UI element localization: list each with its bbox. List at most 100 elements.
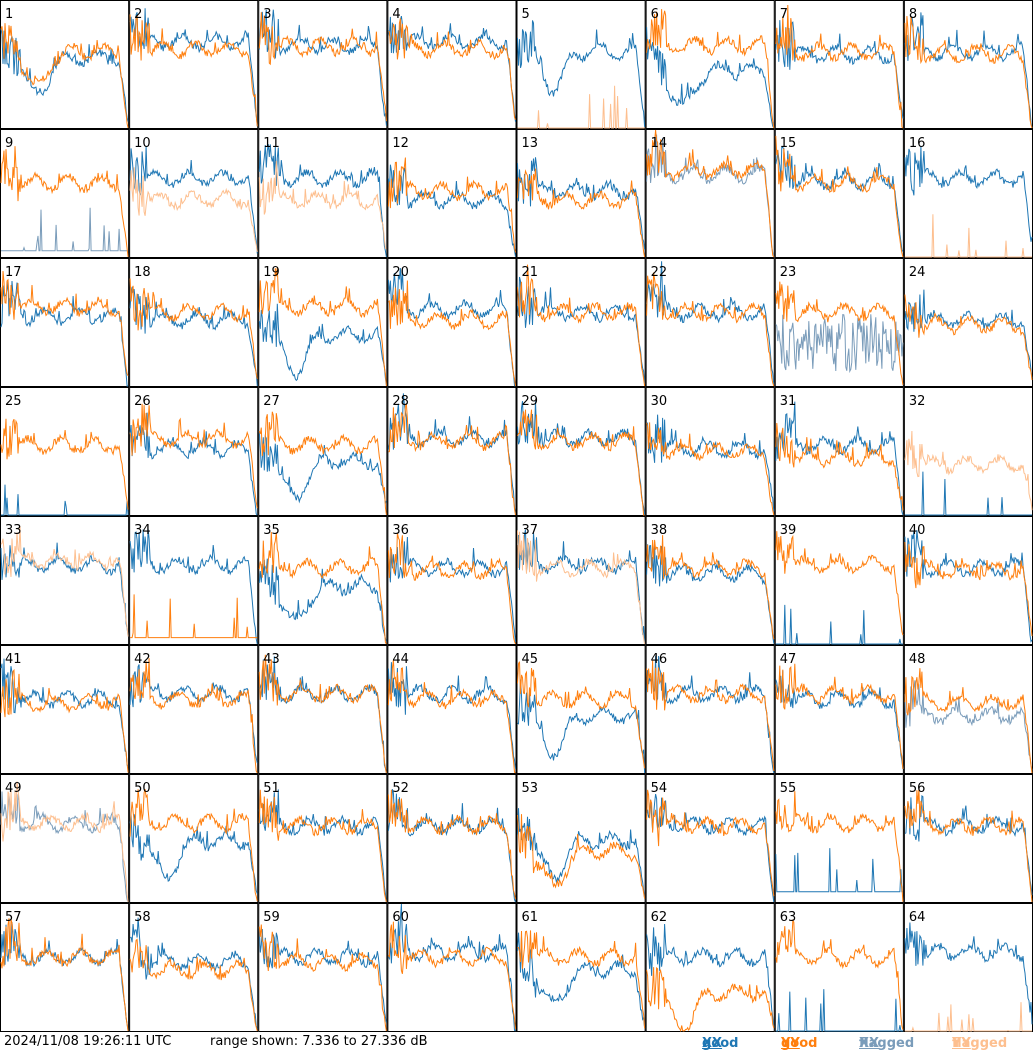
series-xx: [387, 164, 516, 257]
panel-label: 60: [392, 910, 409, 925]
series-xx: [904, 680, 1033, 771]
series-yy: [904, 16, 1033, 129]
panel-label: 56: [909, 781, 926, 796]
series-yy: [129, 938, 258, 1032]
panel-label: 62: [651, 910, 668, 925]
series-xx: [387, 268, 516, 387]
series-yy: [775, 135, 904, 258]
panel-label: 13: [522, 136, 539, 151]
panel-label: 4: [392, 7, 400, 22]
panel-label: 19: [263, 265, 280, 280]
panel-21: 21: [516, 258, 646, 387]
panel-52: 52: [387, 774, 517, 903]
panel-frame: [516, 645, 646, 774]
panel-23: 23: [774, 258, 904, 387]
series-yy: [904, 541, 1033, 637]
panel-label: 36: [392, 523, 409, 538]
panel-27: 27: [258, 387, 388, 516]
panel-22: 22: [645, 258, 775, 387]
panel-60: 60: [387, 903, 517, 1032]
series-xx: [517, 679, 646, 774]
series-yy: [387, 157, 516, 253]
panel-label: 10: [134, 136, 151, 151]
panel-label: 20: [392, 265, 409, 280]
panel-45: 45: [516, 645, 646, 774]
panel-51: 51: [258, 774, 388, 903]
panel-label: 15: [780, 136, 797, 151]
panel-label: 33: [5, 523, 22, 538]
panel-8: 8: [903, 0, 1033, 129]
panel-59: 59: [258, 903, 388, 1032]
panel-frame: [0, 0, 130, 129]
series-xx: [129, 145, 258, 254]
panel-frame: [0, 129, 130, 258]
series-yy: [129, 403, 258, 509]
series-yy: [258, 789, 387, 903]
panel-15: 15: [774, 129, 904, 258]
panel-frame: [387, 516, 517, 645]
panel-frame: [387, 0, 517, 129]
panel-label: 29: [522, 394, 539, 409]
series-yy: [129, 14, 258, 127]
series-yy: [646, 660, 775, 772]
series-yy: [0, 146, 129, 257]
series-xx: [904, 922, 1033, 1025]
panel-label: 47: [780, 652, 797, 667]
series-yy: [388, 18, 516, 120]
panel-frame: [129, 0, 259, 129]
panel-16: 16: [903, 129, 1033, 258]
series-xx: [775, 989, 903, 1032]
panel-label: 22: [651, 265, 668, 280]
panel-54: 54: [645, 774, 775, 903]
panel-34: 34: [129, 516, 259, 645]
panel-frame: [129, 903, 259, 1032]
series-xx: [1, 484, 129, 516]
panel-frame: [0, 903, 130, 1032]
series-yy: [646, 129, 775, 258]
panel-frame: [903, 903, 1033, 1032]
panel-frame: [0, 516, 130, 645]
series-xx: [129, 814, 258, 894]
series-xx: [129, 8, 258, 126]
panel-frame: [516, 387, 646, 516]
panel-frame: [258, 258, 388, 387]
series-xx: [904, 145, 1033, 242]
series-yy: [258, 411, 387, 515]
panel-frame: [774, 129, 904, 258]
panel-label: 17: [5, 265, 22, 280]
series-xx: [646, 655, 775, 774]
series-yy: [775, 281, 904, 385]
panel-5: 5: [516, 0, 646, 129]
series-yy: [517, 264, 646, 387]
series-yy: [646, 535, 775, 640]
panel-37: 37: [516, 516, 646, 645]
panel-frame: [0, 774, 130, 903]
series-xx: [387, 789, 516, 903]
series-yy: [258, 160, 387, 249]
panel-label: 14: [651, 136, 668, 151]
panel-63: 63: [774, 903, 904, 1032]
panel-19: 19: [258, 258, 388, 387]
panel-frame: [258, 645, 388, 774]
panel-32: 32: [903, 387, 1033, 516]
series-yy: [517, 814, 646, 899]
series-xx: [258, 9, 387, 126]
panel-64: 64: [903, 903, 1033, 1032]
panel-26: 26: [129, 387, 259, 516]
series-xx: [775, 20, 904, 119]
panel-frame: [129, 129, 259, 258]
panel-frame: [774, 516, 904, 645]
panel-17: 17: [0, 258, 130, 387]
panel-label: 26: [134, 394, 151, 409]
panel-frame: [903, 387, 1033, 516]
panel-label: 63: [780, 910, 797, 925]
panel-frame: [774, 0, 904, 129]
panel-label: 28: [392, 394, 409, 409]
panel-28: 28: [387, 387, 517, 516]
panel-11: 11: [258, 129, 388, 258]
series-yy: [646, 9, 775, 129]
panel-label: 18: [134, 265, 151, 280]
series-yy: [517, 168, 646, 258]
series-xx: [129, 412, 258, 516]
panel-frame: [645, 774, 775, 903]
